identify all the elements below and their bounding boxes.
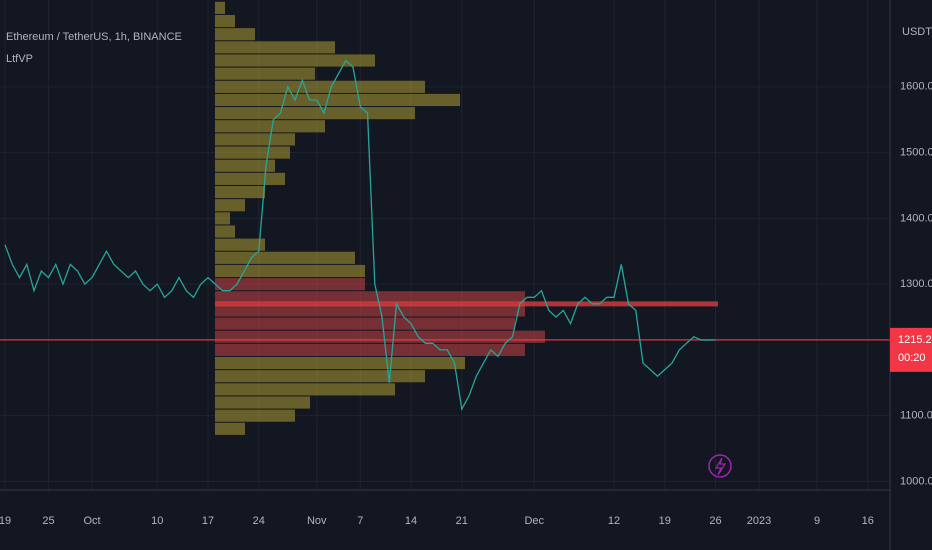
x-tick-label: 12 (608, 515, 620, 527)
profile-bar (215, 80, 425, 93)
x-tick-label: 24 (253, 515, 265, 527)
profile-bar (215, 54, 375, 67)
profile-bar (215, 199, 245, 212)
profile-bar (215, 330, 545, 343)
x-tick-label: Nov (307, 515, 327, 527)
profile-bar (215, 238, 265, 251)
profile-bar (215, 317, 515, 330)
profile-bar (215, 370, 425, 383)
profile-bar (215, 93, 460, 107)
profile-bar (215, 383, 395, 396)
profile-bar (215, 212, 230, 225)
x-tick-label: Oct (83, 515, 100, 527)
x-tick-label: Dec (524, 515, 544, 527)
price-line-series (4, 59, 716, 412)
x-tick-label: 10 (151, 515, 163, 527)
profile-bar (215, 343, 525, 356)
indicator-label: LtfVP (6, 53, 33, 65)
x-tick-label: 26 (709, 515, 721, 527)
y-tick-label: 1500.00 (900, 146, 932, 158)
profile-bar (215, 291, 525, 304)
profile-bar (215, 146, 290, 159)
last-price-box (890, 327, 932, 372)
y-tick-label: 1300.00 (900, 278, 932, 290)
profile-bar (215, 422, 245, 435)
x-tick-label: 25 (42, 515, 54, 527)
chart-title: Ethereum / TetherUS, 1h, BINANCE (6, 31, 182, 43)
profile-bar (215, 41, 335, 54)
plot (0, 1, 890, 435)
x-tick-label: 19 (659, 515, 671, 527)
event-icon[interactable] (708, 454, 732, 478)
profile-bar (215, 304, 525, 317)
x-tick-label: 14 (405, 515, 417, 527)
profile-bar (215, 264, 365, 278)
profile-bar (215, 396, 310, 409)
profile-bar (215, 185, 265, 199)
x-tick-label: 7 (357, 515, 363, 527)
profile-bar (215, 28, 255, 41)
y-tick-label: 1100.00 (900, 410, 932, 422)
y-tick-label: 1400.00 (900, 212, 932, 224)
profile-bar (215, 14, 235, 28)
profile-bar (215, 278, 365, 291)
x-tick-label: 21 (456, 515, 468, 527)
lightning (714, 457, 727, 476)
countdown: 00:20 (898, 352, 926, 364)
y-tick-label: 1600.00 (900, 81, 932, 93)
profile-bar (215, 67, 315, 80)
profile-bar (215, 172, 285, 185)
profile-bar (215, 120, 325, 133)
currency: USDT (902, 26, 932, 38)
x-tick-label: 9 (814, 515, 820, 527)
profile-bar (215, 356, 465, 370)
profile-bar (215, 225, 235, 238)
profile-bar (215, 159, 275, 172)
profile-bar (215, 409, 295, 422)
y-tick-label: 1000.00 (900, 475, 932, 487)
profile-bar (215, 133, 295, 146)
x-tick-label: 17 (202, 515, 214, 527)
x-tick-label: 16 (862, 515, 874, 527)
last-price-label: 1215.25 (898, 334, 932, 346)
x-tick-label: 2023 (747, 515, 771, 527)
profile-bar (215, 107, 415, 120)
x-tick-label: 19 (0, 515, 11, 527)
profile-bar (215, 251, 355, 264)
profile-bar (215, 1, 225, 14)
